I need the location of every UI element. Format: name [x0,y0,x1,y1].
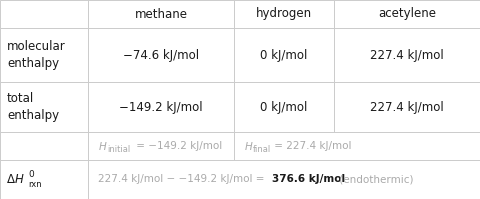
Text: rxn: rxn [28,180,42,189]
Bar [0,0,88,28]
Bar [334,82,480,132]
Text: $\it{\Delta H}$: $\it{\Delta H}$ [6,173,24,186]
Text: 227.4 kJ/mol: 227.4 kJ/mol [370,49,444,61]
Text: = 227.4 kJ/mol: = 227.4 kJ/mol [271,141,351,151]
Text: $\it{H}$: $\it{H}$ [98,140,108,152]
Text: 227.4 kJ/mol: 227.4 kJ/mol [370,100,444,113]
Text: 0 kJ/mol: 0 kJ/mol [260,100,308,113]
Text: = −149.2 kJ/mol: = −149.2 kJ/mol [133,141,222,151]
Text: 0 kJ/mol: 0 kJ/mol [260,49,308,61]
Bar [234,28,334,82]
Text: molecular
enthalpy: molecular enthalpy [7,40,66,70]
Bar [234,132,480,160]
Text: 376.6 kJ/mol: 376.6 kJ/mol [272,175,345,184]
Bar [334,0,480,28]
Text: −74.6 kJ/mol: −74.6 kJ/mol [123,49,199,61]
Text: total
enthalpy: total enthalpy [7,92,59,122]
Bar [0,28,88,82]
Bar [88,0,234,28]
Bar [0,132,88,160]
Text: (endothermic): (endothermic) [336,175,413,184]
Text: methane: methane [134,8,188,20]
Bar [234,0,334,28]
Text: $\it{H}$: $\it{H}$ [244,140,253,152]
Text: final: final [253,145,271,154]
Bar [334,28,480,82]
Text: 0: 0 [28,170,34,179]
Text: hydrogen: hydrogen [256,8,312,20]
Text: 227.4 kJ/mol − −149.2 kJ/mol =: 227.4 kJ/mol − −149.2 kJ/mol = [98,175,268,184]
Bar [0,82,88,132]
Bar [88,82,234,132]
Bar [88,28,234,82]
Bar [88,132,234,160]
Bar [234,82,334,132]
Text: initial: initial [107,145,130,154]
Text: −149.2 kJ/mol: −149.2 kJ/mol [119,100,203,113]
Bar [0,160,88,199]
Text: acetylene: acetylene [378,8,436,20]
Bar [88,160,480,199]
